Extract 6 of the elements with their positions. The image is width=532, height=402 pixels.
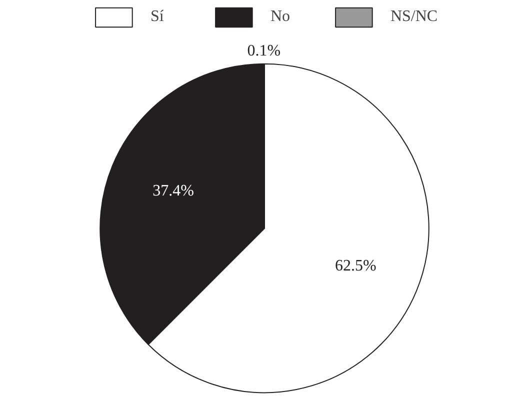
data-label: 62.5% <box>334 257 376 274</box>
legend-label: No <box>270 8 290 26</box>
legend-label: NS/NC <box>390 8 438 26</box>
data-label: 0.1% <box>247 42 281 60</box>
legend-label: Sí <box>150 8 165 26</box>
data-label: 37.4% <box>152 182 194 200</box>
